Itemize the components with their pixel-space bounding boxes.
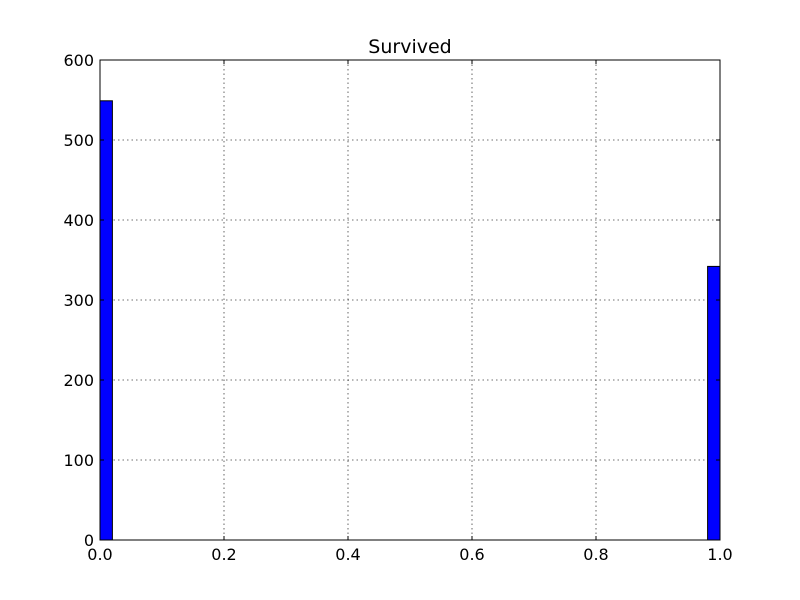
y-tick-label: 500: [63, 131, 94, 150]
y-tick-label: 300: [63, 291, 94, 310]
y-tick-label: 0: [84, 531, 94, 550]
x-tick-label: 0.8: [583, 545, 608, 564]
x-tick-labels: 0.0 0.2 0.4 0.6 0.8 1.0: [87, 545, 732, 564]
chart-title: Survived: [368, 36, 451, 58]
x-tick-label: 0.0: [87, 545, 112, 564]
y-tick-label: 400: [63, 211, 94, 230]
y-tick-label: 200: [63, 371, 94, 390]
x-tick-label: 1.0: [707, 545, 732, 564]
x-tick-label: 0.2: [211, 545, 236, 564]
y-tick-label: 100: [63, 451, 94, 470]
histogram-bar: [707, 265, 721, 541]
histogram-bar: [99, 100, 113, 541]
x-tick-label: 0.4: [335, 545, 360, 564]
ticks: [99, 59, 721, 541]
grid: [100, 60, 720, 540]
y-tick-labels: 0 100 200 300 400 500 600: [63, 51, 94, 550]
y-tick-label: 600: [63, 51, 94, 70]
x-tick-label: 0.6: [459, 545, 484, 564]
plot-area-background: [100, 60, 720, 540]
